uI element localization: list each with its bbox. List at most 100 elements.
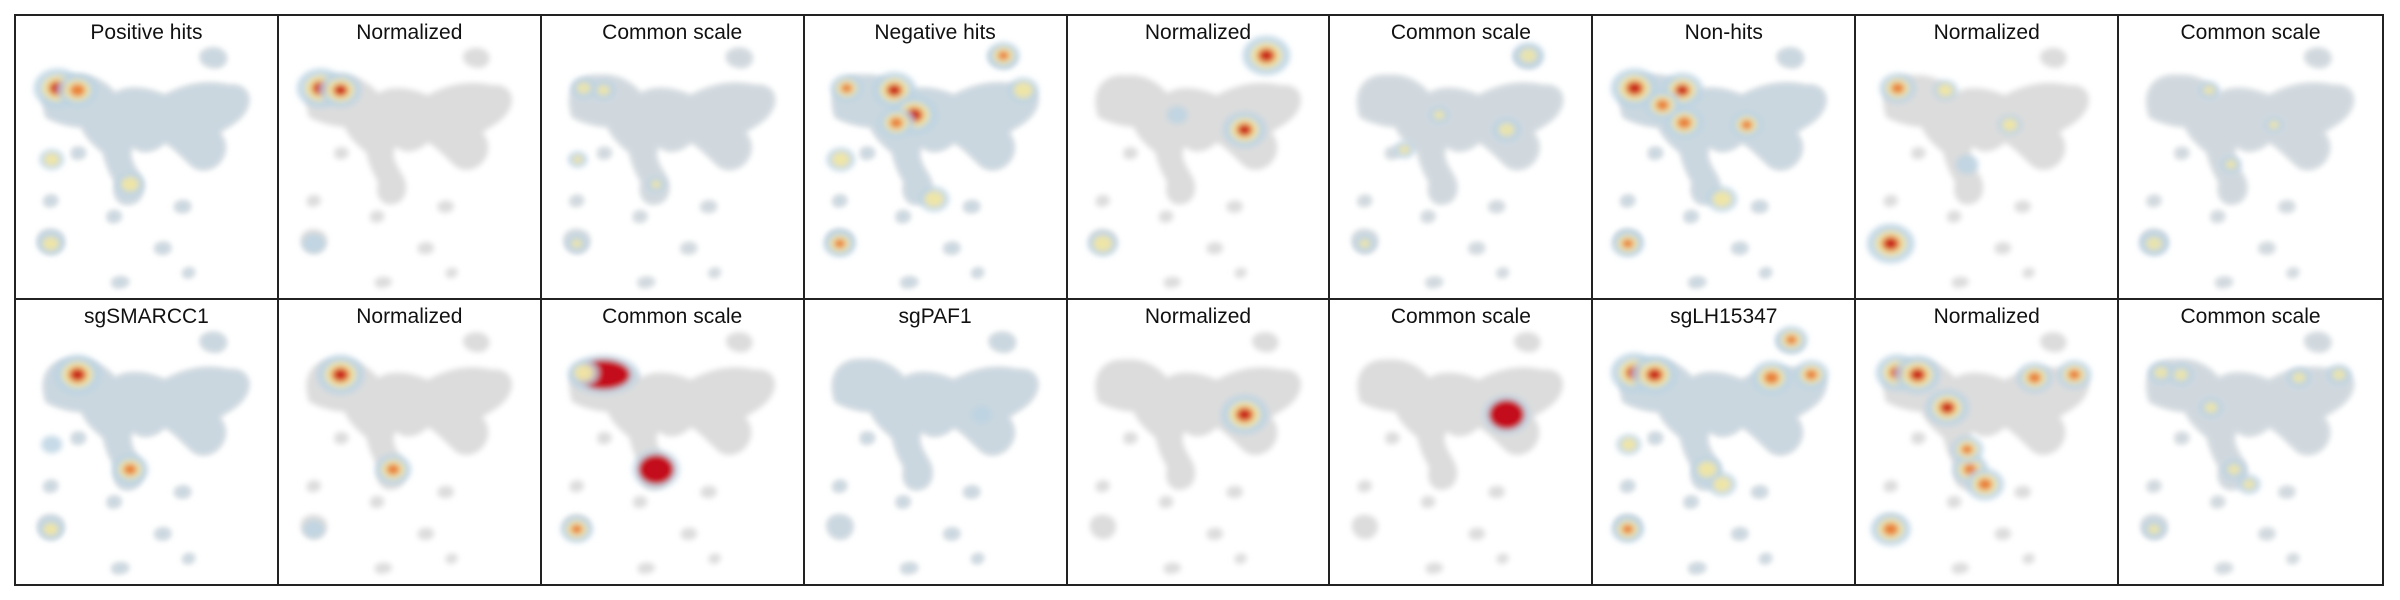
- density-spot-B: [1912, 370, 1924, 380]
- hotspots: [1870, 354, 2092, 546]
- density-plot: [1352, 42, 1564, 288]
- panel-12: Common scale: [542, 300, 805, 584]
- panel-title: sgSMARCC1: [84, 305, 209, 328]
- panel-16: sgLH15347: [1593, 300, 1857, 584]
- cell-cloud: [1089, 332, 1301, 574]
- density-spot-C: [2203, 85, 2215, 95]
- density-spot-A: [576, 82, 591, 95]
- density-spot-E: [1677, 116, 1692, 129]
- density-spot-M: [121, 176, 139, 192]
- panel-title: Common scale: [602, 305, 743, 328]
- density-spot-C: [1677, 86, 1688, 95]
- density-spot-C: [1937, 83, 1954, 97]
- density-spot-S: [1092, 235, 1112, 252]
- density-spot-O: [1489, 399, 1525, 430]
- density-plot: [563, 47, 775, 288]
- density-plot: [1352, 332, 1564, 574]
- density-spot-A: [573, 364, 594, 381]
- hotspots: [970, 405, 992, 424]
- density-spot-S: [833, 238, 846, 249]
- density-spot-N: [1741, 120, 1753, 130]
- density-spot-B: [335, 86, 346, 95]
- density-spot-K: [1713, 476, 1732, 492]
- hotspots: [1354, 42, 1545, 253]
- hotspots: [1483, 394, 1531, 435]
- density-spot-S: [570, 524, 583, 534]
- density-plot: [1611, 326, 1829, 574]
- panel-13: sgPAF1: [805, 300, 1068, 584]
- density-spot-P: [2028, 372, 2042, 384]
- panel-2: Normalized: [278, 16, 542, 300]
- density-plot: [1867, 47, 2090, 288]
- density-spot-N: [2002, 118, 2018, 132]
- density-spot-S: [2147, 524, 2161, 535]
- hotspots: [296, 68, 362, 254]
- density-spot-S: [2145, 236, 2163, 251]
- panel-title: Normalized: [1144, 305, 1252, 328]
- panel-title: Non-hits: [1684, 21, 1763, 44]
- hotspots: [38, 354, 149, 540]
- density-plot: [2141, 332, 2354, 574]
- density-spot-K: [924, 191, 944, 208]
- density-spot-S: [302, 234, 326, 254]
- density-spot-I: [1955, 154, 1979, 174]
- panel-15: Common scale: [1330, 300, 1594, 584]
- density-spot-M: [637, 454, 674, 485]
- density-plot: [826, 332, 1038, 574]
- density-spot-K: [1712, 191, 1732, 208]
- density-spot-H: [1399, 144, 1411, 155]
- hotspots: [1087, 35, 1290, 257]
- density-spot-Q: [1259, 50, 1272, 61]
- density-spot-S: [1883, 522, 1899, 536]
- hotspots: [1611, 68, 1764, 258]
- density-spot-S: [1622, 238, 1634, 249]
- density-spot-B: [596, 84, 610, 96]
- panel-11: Normalized: [279, 300, 542, 584]
- density-spot-O: [1238, 125, 1250, 135]
- density-spot-K: [2242, 479, 2256, 490]
- panel-title: Common scale: [2180, 305, 2321, 328]
- density-spot-S: [303, 520, 325, 538]
- density-spot-C: [888, 85, 900, 95]
- density-spot-M: [386, 463, 400, 475]
- panel-1: Positive hits: [16, 16, 279, 300]
- hotspots: [2139, 81, 2284, 256]
- panel-title: Normalized: [356, 21, 463, 44]
- panel-title: Common scale: [1390, 21, 1531, 44]
- panel-title: Normalized: [1144, 21, 1252, 44]
- density-spot-S: [1359, 238, 1371, 249]
- density-spot-R: [1805, 369, 1818, 380]
- panel-title: Normalized: [1933, 305, 2040, 328]
- density-spot-O: [970, 405, 992, 424]
- panel-6: Common scale: [1330, 16, 1594, 300]
- density-spot-E: [1942, 403, 1953, 413]
- cell-cloud: [1089, 47, 1301, 288]
- panel-title: Normalized: [1933, 21, 2040, 44]
- density-plot: [37, 332, 249, 574]
- panel-title: Negative hits: [874, 21, 996, 44]
- density-plot: [2139, 47, 2354, 288]
- density-spot-B: [334, 369, 347, 380]
- density-spot-S: [43, 522, 59, 536]
- density-spot-S: [1622, 524, 1634, 534]
- hotspots: [2142, 361, 2352, 539]
- panel-title: Common scale: [1390, 305, 1531, 328]
- panel-18: Common scale: [2119, 300, 2382, 584]
- density-spot-B: [1649, 370, 1661, 380]
- density-spot-A: [840, 83, 853, 93]
- density-spot-G: [41, 435, 63, 454]
- panel-10: sgSMARCC1: [16, 300, 279, 584]
- density-spot-G: [44, 153, 60, 166]
- density-spot-P: [2292, 372, 2306, 384]
- hotspots: [1220, 394, 1268, 435]
- density-spot-G: [572, 155, 583, 164]
- panel-7: Non-hits: [1593, 16, 1857, 300]
- density-spot-O: [1238, 409, 1251, 420]
- density-plot: [1087, 35, 1301, 288]
- hotspots: [565, 77, 666, 253]
- density-spot-O: [1498, 123, 1516, 137]
- umap-density-grid: Positive hits Normalized Common scale Negat…: [14, 14, 2384, 586]
- density-spot-F: [1656, 99, 1670, 111]
- density-plot: [823, 42, 1039, 288]
- density-spot-D: [1433, 110, 1446, 120]
